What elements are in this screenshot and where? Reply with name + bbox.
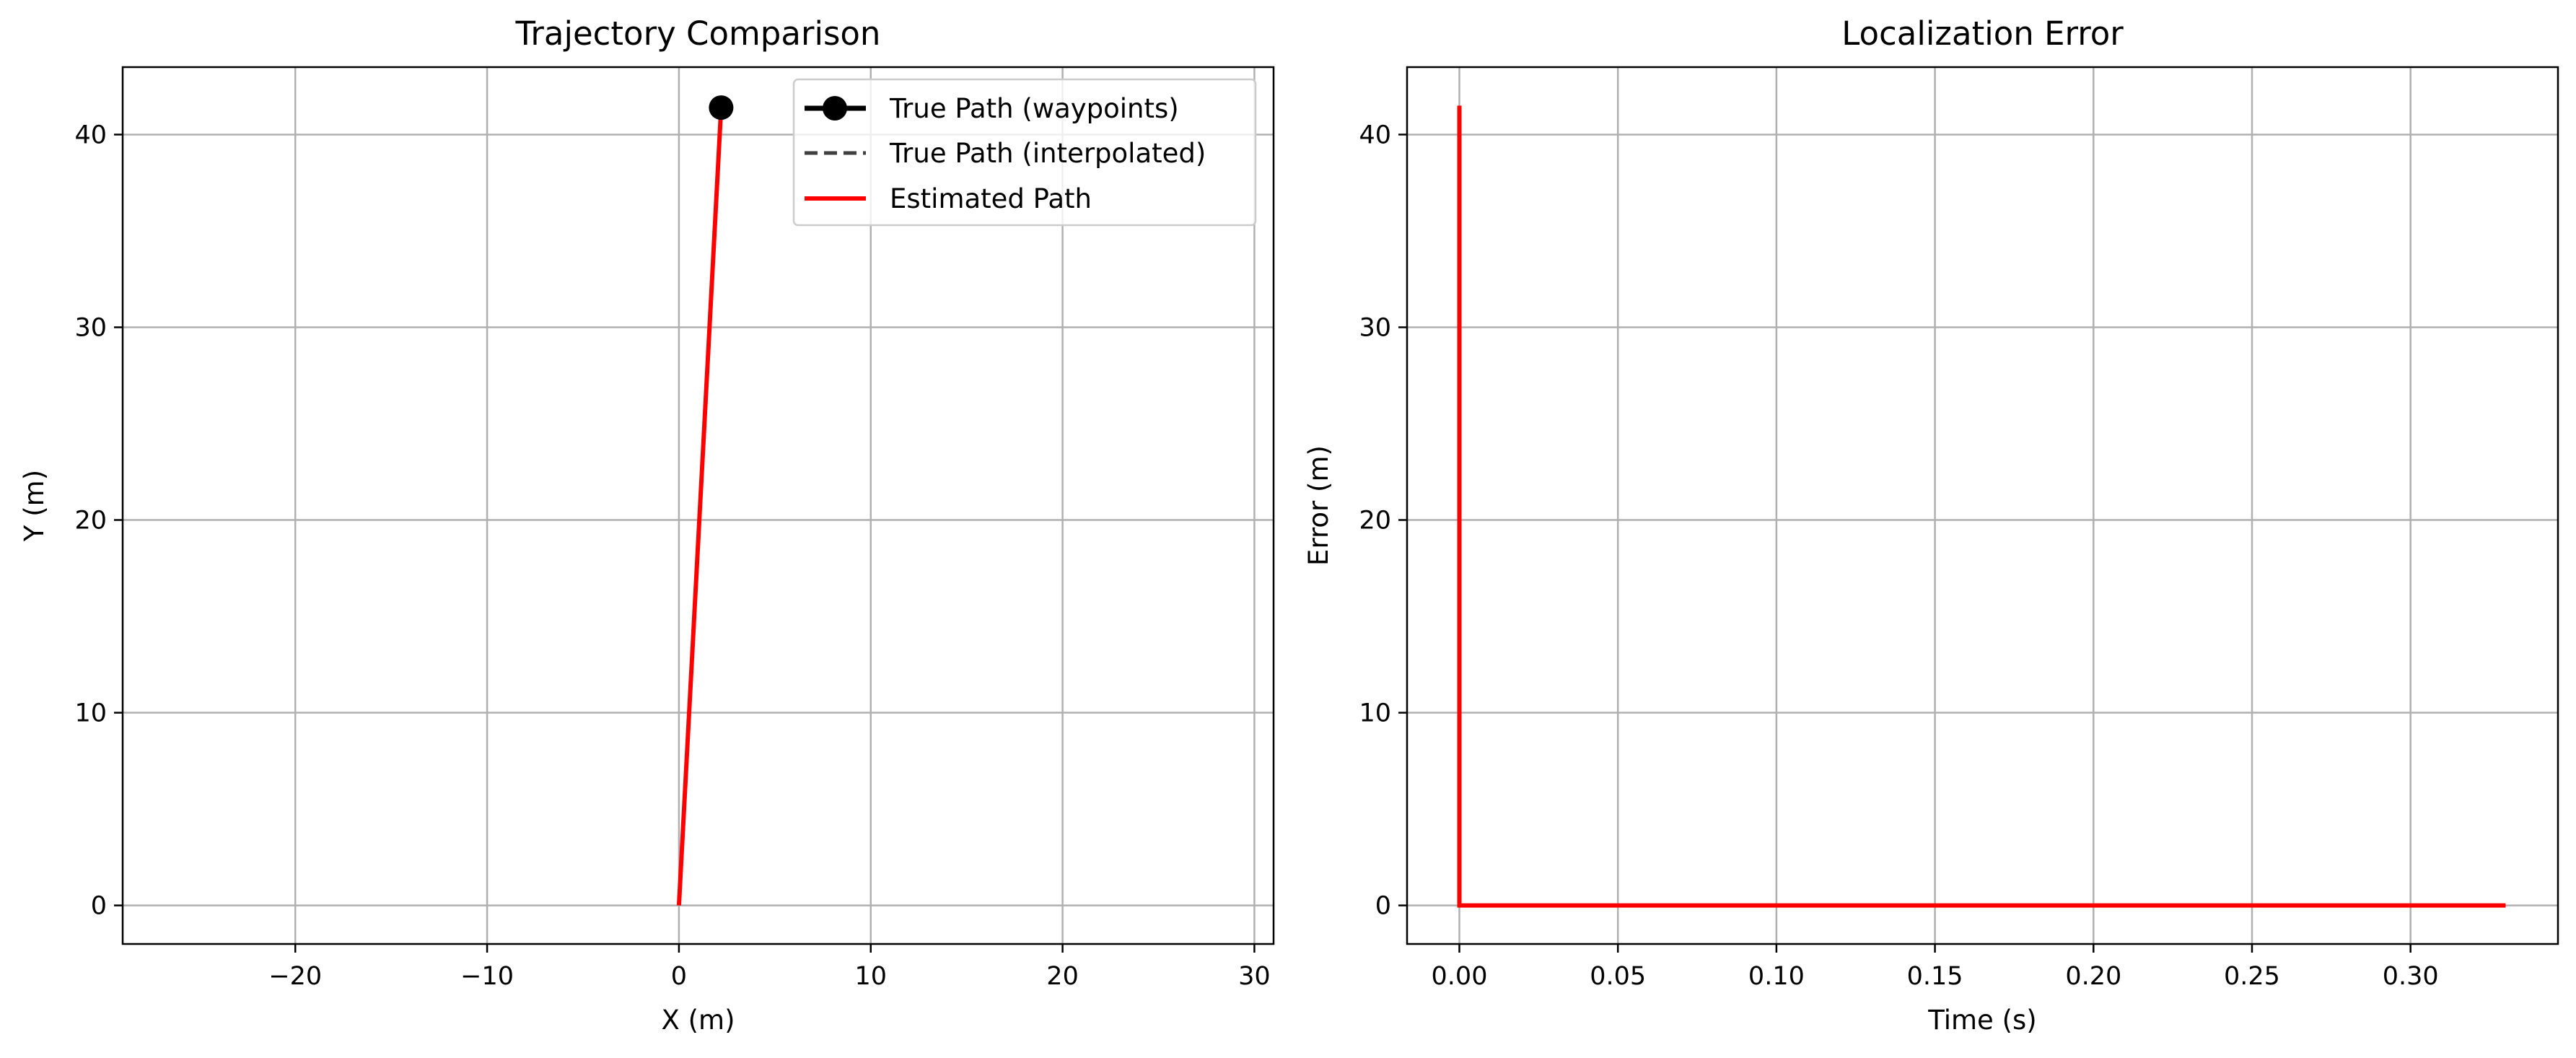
x-tick-label: 0.05 [1590, 962, 1646, 991]
trajectory-y-axis-label: Y (m) [19, 470, 50, 542]
trajectory-series [676, 95, 734, 906]
y-tick-label: 0 [91, 892, 107, 921]
y-tick-label: 30 [74, 313, 107, 342]
estimated-path-line [676, 107, 724, 906]
x-tick-label: 0.30 [2383, 962, 2439, 991]
legend-estimated-label: Estimated Path [890, 183, 1092, 214]
y-tick-label: 20 [1359, 507, 1391, 535]
error-y-axis-label: Error (m) [1303, 445, 1334, 566]
error-grid [1407, 67, 2558, 944]
legend-waypoints-label: True Path (waypoints) [889, 93, 1179, 124]
y-tick-label: 40 [1359, 121, 1391, 149]
x-tick-label: −20 [268, 962, 322, 991]
error-line [1457, 105, 2506, 908]
trajectory-title: Trajectory Comparison [515, 14, 881, 53]
x-tick-label: 0.00 [1432, 962, 1488, 991]
legend-waypoints-marker [823, 96, 847, 121]
y-tick-label: 20 [74, 507, 107, 535]
x-tick-label: 10 [854, 962, 887, 991]
trajectory-y-ticks: 0 10 20 30 40 [74, 121, 123, 921]
error-plot-frame [1406, 66, 2559, 945]
y-tick-label: 30 [1359, 313, 1391, 342]
x-tick-label: 0.25 [2224, 962, 2280, 991]
trajectory-x-ticks: −20 −10 0 10 20 30 [268, 944, 1271, 991]
x-tick-label: 0.15 [1907, 962, 1963, 991]
legend-interpolated-label: True Path (interpolated) [889, 138, 1206, 169]
trajectory-subplot: Trajectory Comparison −20 −10 0 10 20 30 0 10 2… [19, 14, 1275, 1036]
trajectory-plot-frame [121, 66, 1275, 945]
y-tick-label: 10 [1359, 699, 1391, 728]
legend-box [792, 78, 1257, 227]
error-y-ticks: 0 10 20 30 40 [1359, 121, 1407, 921]
x-tick-label: 0.20 [2065, 962, 2121, 991]
y-tick-label: 40 [74, 121, 107, 149]
x-tick-label: 20 [1046, 962, 1079, 991]
error-title: Localization Error [1841, 14, 2124, 53]
waypoint-marker [709, 95, 734, 121]
x-tick-label: 0.10 [1748, 962, 1805, 991]
x-tick-label: 30 [1238, 962, 1271, 991]
y-tick-label: 0 [1375, 892, 1391, 921]
x-tick-label: −10 [460, 962, 514, 991]
trajectory-x-axis-label: X (m) [661, 1005, 735, 1036]
trajectory-legend: True Path (waypoints) True Path (interpo… [792, 78, 1257, 227]
x-tick-label: 0 [671, 962, 687, 991]
error-subplot: Localization Error 0.00 0.05 0.10 0.15 0.20 0… [1303, 14, 2559, 1036]
error-x-axis-label: Time (s) [1927, 1005, 2036, 1036]
error-series [1457, 105, 2506, 908]
y-tick-label: 10 [74, 699, 107, 728]
error-x-ticks: 0.00 0.05 0.10 0.15 0.20 0.25 0.30 [1432, 944, 2439, 991]
